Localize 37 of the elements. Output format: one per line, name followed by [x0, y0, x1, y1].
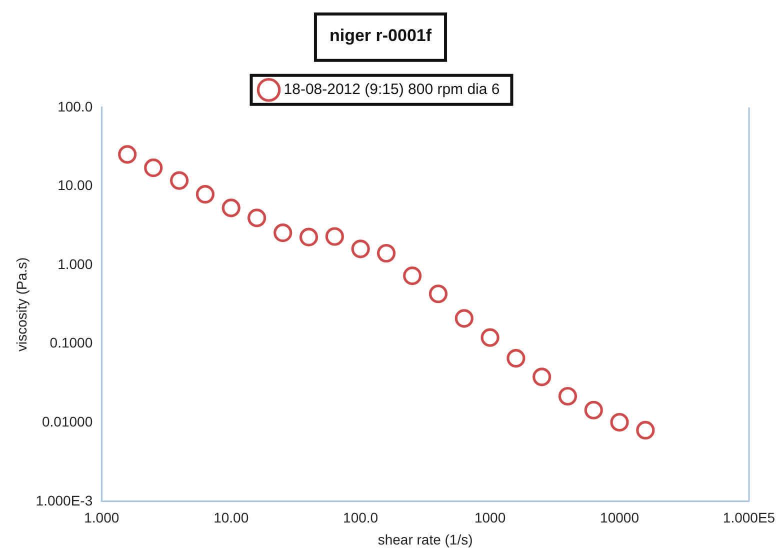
y-axis-title: viscosity (Pa.s) — [13, 257, 30, 352]
legend-label: 18-08-2012 (9:15) 800 rpm dia 6 — [284, 81, 500, 98]
point — [532, 368, 552, 386]
point — [506, 348, 526, 368]
x-tick-label: 100.0 — [343, 510, 378, 526]
point — [376, 244, 396, 263]
point — [351, 240, 370, 258]
point — [170, 171, 189, 190]
y-tick-label: 0.1000 — [50, 334, 93, 351]
point — [610, 412, 629, 432]
y-tick-label: 100.0 — [58, 98, 93, 114]
point — [299, 228, 318, 246]
x-tick-label: 10000 — [600, 510, 640, 526]
x-tick-label: 1.000E5 — [722, 510, 776, 526]
chart-title: niger r-0001f — [329, 26, 432, 45]
y-tick-label: 1.000E-3 — [36, 492, 93, 508]
point — [222, 198, 240, 218]
point — [118, 145, 137, 164]
x-tick-label: 1000 — [474, 510, 506, 526]
point — [196, 184, 215, 204]
point — [403, 266, 422, 286]
x-tick-label: 1.000 — [84, 510, 120, 526]
y-tick-label: 1.000 — [58, 256, 93, 272]
y-tick-label: 10.00 — [58, 177, 93, 194]
x-axis-title: shear rate (1/s) — [378, 531, 473, 548]
point — [428, 284, 448, 304]
point — [584, 400, 603, 420]
point — [558, 386, 578, 406]
x-tick-label: 10.00 — [214, 510, 249, 526]
point — [636, 420, 655, 440]
point — [325, 227, 344, 246]
y-tick-label: 0.01000 — [42, 413, 93, 430]
point — [480, 328, 500, 347]
point — [248, 208, 266, 228]
point — [274, 224, 292, 242]
point — [144, 158, 163, 178]
point — [454, 309, 474, 328]
